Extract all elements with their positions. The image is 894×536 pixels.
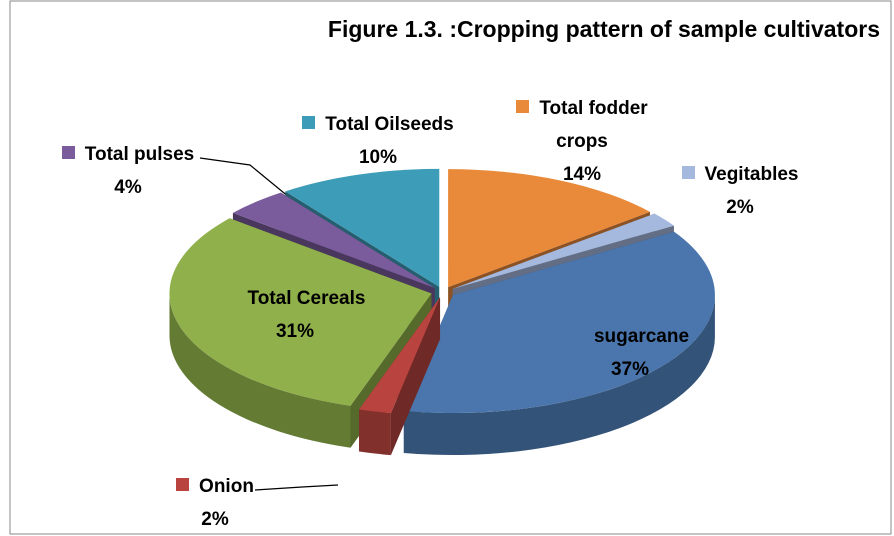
label-name: Total Oilseeds [325, 114, 454, 135]
data-label: Total fodder crops 14% [492, 92, 672, 191]
pie-slice [169, 218, 432, 406]
legend-swatch [570, 328, 584, 341]
pie [169, 168, 715, 456]
label-name: Total Cereals [247, 288, 366, 309]
label-name: Total pulses [84, 144, 195, 165]
pie-wall [169, 293, 351, 448]
label-row: Onion [140, 470, 290, 503]
label-row: Vegitables [650, 158, 830, 191]
label-name: Onion [199, 476, 254, 497]
data-label: Total pulses 4% [28, 138, 228, 204]
data-label: Total Oilseeds 10% [268, 108, 488, 174]
leader-line [254, 484, 339, 491]
label-name: sugarcane [593, 326, 690, 347]
pie-wall [359, 409, 391, 456]
legend-swatch [302, 116, 316, 129]
label-row: Total pulses [28, 138, 228, 171]
label-value: 10% [358, 147, 398, 168]
legend-swatch [176, 478, 190, 491]
legend-swatch [681, 166, 695, 179]
data-label: Vegitables 2% [650, 158, 830, 224]
pie-slice [359, 297, 441, 414]
leader-line [199, 157, 296, 203]
label-row: Total fodder crops [492, 92, 672, 158]
pie-slice [403, 231, 715, 414]
label-name: Vegitables [704, 164, 799, 185]
label-value: 2% [201, 509, 229, 530]
pie-slice [452, 213, 674, 289]
pie-slice [285, 168, 440, 287]
pie-slice [448, 169, 650, 288]
data-label: Onion 2% [140, 470, 290, 536]
label-value: 2% [726, 197, 754, 218]
data-label: sugarcane 37% [540, 320, 720, 386]
data-label: Total Cereals 31% [190, 282, 400, 348]
label-value: 14% [562, 164, 602, 185]
label-row: Total Oilseeds [268, 108, 488, 141]
legend-swatch [224, 290, 238, 303]
chart-title: Figure 1.3. :Cropping pattern of sample … [327, 16, 880, 42]
legend-swatch [61, 146, 75, 159]
chart-frame [9, 0, 892, 535]
pie-wall [403, 295, 715, 456]
label-row: sugarcane [540, 320, 720, 353]
label-value: 4% [114, 177, 142, 198]
pie-slice [232, 192, 435, 289]
label-row: Total Cereals [190, 282, 400, 315]
label-value: 31% [275, 321, 315, 342]
label-name: Total fodder crops [539, 98, 648, 152]
legend-swatch [516, 100, 530, 113]
label-value: 37% [610, 359, 650, 380]
